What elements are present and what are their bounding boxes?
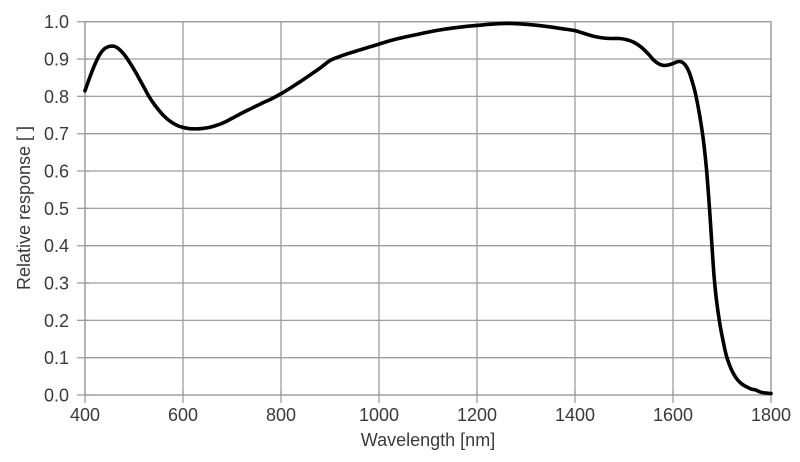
y-tick-label: 0.8 [44,87,69,107]
tick-labels: 400 600 800 1000 1200 1400 1600 1800 0.0 0.1 0.2 0.… [44,12,791,425]
series [83,21,773,396]
x-axis-title: Wavelength [nm] [360,430,496,450]
y-tick-label: 0.2 [44,311,69,331]
y-tick-label: 0.1 [44,348,69,368]
y-tick-label: 0.0 [44,386,69,406]
x-tick-label: 1400 [555,405,595,425]
gridlines [84,21,772,396]
y-tick-label: 0.7 [44,124,69,144]
x-tick-label: 1000 [359,405,399,425]
y-tick-label: 0.3 [44,274,69,294]
y-tick-label: 0.5 [44,199,69,219]
y-axis-title: Relative response [ ] [14,125,34,291]
y-tick-label: 1.0 [44,12,69,32]
plot-border [84,21,772,396]
x-tick-label: 600 [168,405,198,425]
x-tick-label: 1600 [653,405,693,425]
x-tick-label: 400 [70,405,100,425]
y-tick-label: 0.6 [44,162,69,182]
x-tick-label: 1800 [751,405,791,425]
x-tick-label: 800 [266,405,296,425]
axis-ticks [77,21,772,403]
y-tick-label: 0.4 [44,236,69,256]
y-tick-label: 0.9 [44,50,69,70]
response-curve [83,21,773,396]
x-tick-label: 1200 [457,405,497,425]
